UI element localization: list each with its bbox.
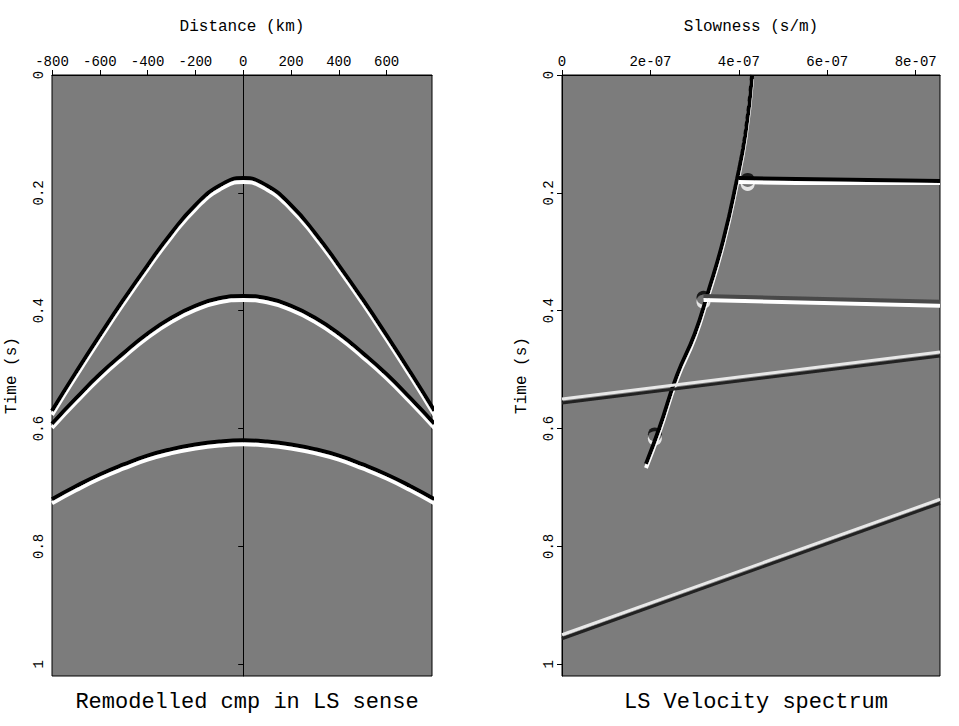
svg-text:2e-07: 2e-07 xyxy=(629,54,671,70)
svg-text:1: 1 xyxy=(31,660,47,668)
svg-text:1: 1 xyxy=(541,660,557,668)
svg-text:600: 600 xyxy=(374,54,399,70)
svg-text:0.8: 0.8 xyxy=(541,534,557,559)
svg-text:8e-07: 8e-07 xyxy=(895,54,937,70)
svg-text:Time (s): Time (s) xyxy=(513,337,531,414)
svg-text:0.2: 0.2 xyxy=(31,180,47,205)
svg-text:0.6: 0.6 xyxy=(31,416,47,441)
svg-text:-800: -800 xyxy=(35,54,69,70)
svg-text:0.6: 0.6 xyxy=(541,416,557,441)
svg-text:Slowness (s/m): Slowness (s/m) xyxy=(684,18,818,36)
svg-text:200: 200 xyxy=(278,54,303,70)
svg-text:0.4: 0.4 xyxy=(541,298,557,323)
svg-text:0: 0 xyxy=(239,54,247,70)
svg-text:0: 0 xyxy=(31,71,47,79)
svg-text:-600: -600 xyxy=(83,54,117,70)
svg-text:0.2: 0.2 xyxy=(541,180,557,205)
svg-text:0.4: 0.4 xyxy=(31,298,47,323)
svg-text:-200: -200 xyxy=(179,54,213,70)
svg-text:6e-07: 6e-07 xyxy=(806,54,848,70)
svg-text:0.8: 0.8 xyxy=(31,534,47,559)
svg-text:Remodelled cmp in LS sense: Remodelled cmp in LS sense xyxy=(75,690,418,715)
svg-text:400: 400 xyxy=(326,54,351,70)
svg-text:0: 0 xyxy=(558,54,566,70)
svg-text:Time (s): Time (s) xyxy=(3,337,21,414)
svg-text:0: 0 xyxy=(541,71,557,79)
svg-text:Distance (km): Distance (km) xyxy=(180,18,305,36)
svg-text:4e-07: 4e-07 xyxy=(718,54,760,70)
svg-text:-400: -400 xyxy=(131,54,165,70)
svg-text:LS Velocity spectrum: LS Velocity spectrum xyxy=(624,690,888,715)
